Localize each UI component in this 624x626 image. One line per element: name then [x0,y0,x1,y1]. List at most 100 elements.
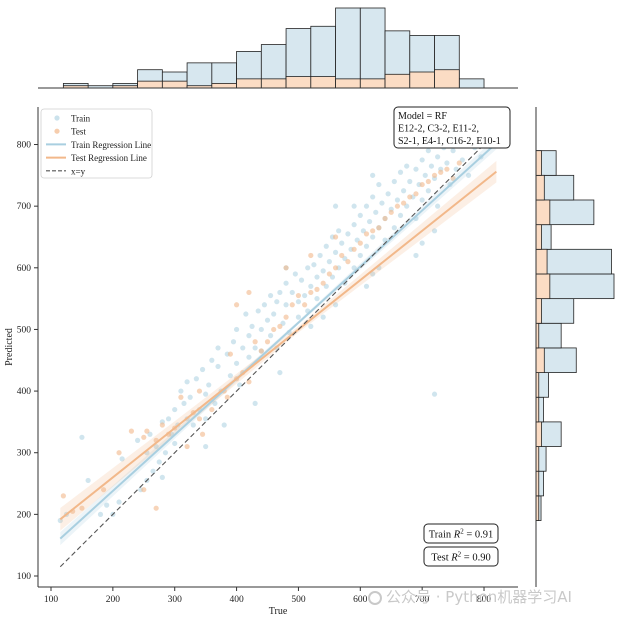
train-point [391,225,397,231]
watermark: 公众号 · Python机器学习AI [368,586,572,607]
test-point [184,443,190,450]
top-hist-test-bar [236,78,262,89]
test-point [419,181,425,188]
train-point [308,323,314,329]
test-point [209,406,215,413]
legend-label: x=y [71,166,86,176]
test-point [224,394,230,400]
train-point [373,209,379,215]
train-point [283,302,289,308]
top-histogram [38,7,518,89]
test-point [178,394,184,400]
train-point [193,376,199,382]
train-point [363,243,370,249]
test-point [199,431,206,437]
train-point [351,265,357,271]
train-point [230,339,237,345]
train-point [379,200,385,206]
model-box-frame [393,106,511,149]
legend: Train Test Train Regression Line Test Regre… [40,108,153,179]
test-r2-box-symbol: R [450,553,458,564]
train-point [181,400,187,407]
test-point [363,231,370,237]
test-point [246,289,252,296]
model-box-line: S2-1, E4-1, C16-2, E10-1 [398,136,501,147]
train-point [295,314,302,320]
train-point [370,194,376,200]
right-hist-train-bar [535,298,575,324]
test-point [295,292,302,299]
train-point [156,459,162,465]
legend-marker-test [54,128,60,134]
train-point [292,271,298,277]
x-tick-label: 300 [168,595,183,605]
train-point [311,262,317,268]
train-point [370,271,376,277]
test-point [308,252,314,259]
train-point [79,434,85,440]
test-point [413,191,419,197]
train-point [246,354,252,360]
test-point [128,428,135,434]
train-point [283,280,289,286]
train-point [314,274,320,280]
test-point [438,169,444,175]
test-point [283,265,289,271]
train-point [203,443,209,450]
top-hist-train-bar [186,62,213,89]
test-point [425,178,431,185]
train-point [345,231,351,237]
train-point [237,382,243,388]
x-axis-label: True [269,606,288,617]
test-point [401,200,407,206]
train-point [385,191,391,197]
train-point [435,154,441,160]
train-point [184,379,190,385]
train-point [159,474,165,480]
top-hist-train-bar [335,7,361,89]
test-point [100,487,107,493]
test-point [196,416,203,422]
train-point [119,456,125,462]
train-point [332,302,339,308]
right-hist-test-bar [535,174,545,201]
x-tick-label: 600 [353,595,368,605]
model-box-line: Model = RF [398,111,447,122]
test-point [233,302,240,308]
train-r2-box-prefix: Train [429,530,454,541]
train-point [425,148,431,154]
train-point [401,188,407,194]
train-point [317,252,323,259]
train-point [295,299,302,305]
train-point [397,169,404,175]
test-point [407,194,413,200]
train-r2-box-symbol: R [453,530,461,541]
test-point [376,225,382,231]
y-tick-label: 100 [17,572,32,582]
top-hist-test-bar [434,69,460,89]
train-point [178,388,184,394]
train-point [172,440,178,447]
train-point [366,218,373,225]
right-hist-test-bar [535,150,542,176]
y-tick-label: 200 [17,510,32,520]
test-point [332,234,339,240]
train-point [431,228,438,234]
train-regression-line [59,142,498,540]
y-tick-label: 400 [17,387,32,397]
legend-marker-train [54,115,60,121]
train-point [203,391,209,397]
train-point [289,289,295,296]
train-point [419,240,425,246]
right-hist-test-bar [535,199,551,226]
test-point [351,246,357,252]
test-point [332,265,339,271]
train-point [221,422,227,428]
train-point [357,212,363,219]
train-r2-box-frame [423,523,499,544]
top-hist-test-bar [310,76,336,89]
test-point [153,505,159,511]
top-hist-test-bar [137,80,163,89]
train-point [162,450,169,456]
